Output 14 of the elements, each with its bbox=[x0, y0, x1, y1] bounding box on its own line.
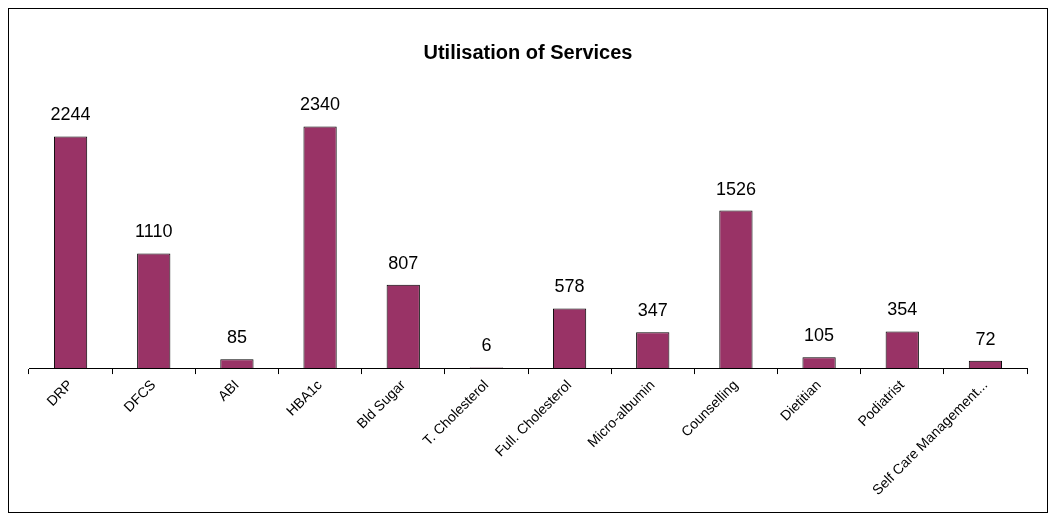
data-label: 1526 bbox=[715, 178, 756, 199]
data-label: 2340 bbox=[300, 94, 341, 115]
data-label: 1110 bbox=[135, 221, 173, 242]
data-label: 72 bbox=[975, 328, 996, 349]
chart-title: Utilisation of Services bbox=[423, 40, 633, 63]
data-label: 807 bbox=[388, 252, 419, 273]
data-label: 6 bbox=[481, 335, 492, 356]
data-label: 105 bbox=[804, 325, 835, 346]
data-label: 578 bbox=[554, 276, 585, 297]
x-tick-label: ABI bbox=[214, 376, 242, 404]
data-label: 85 bbox=[226, 327, 247, 348]
data-label: 2244 bbox=[50, 104, 91, 125]
data-label: 347 bbox=[637, 300, 668, 321]
data-label: 354 bbox=[887, 299, 918, 320]
